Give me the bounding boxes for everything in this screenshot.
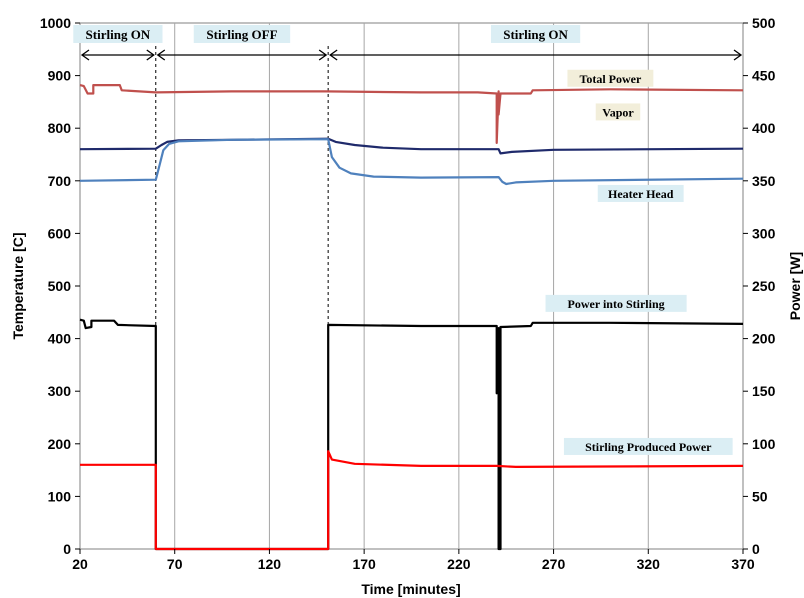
series-line-1	[79, 137, 744, 155]
series-label-box	[595, 103, 641, 121]
phase-label-box	[193, 25, 291, 43]
grid-lines	[174, 23, 649, 549]
series-labels: Total Power Vapor Heater Head Power into St…	[545, 69, 733, 455]
y2-tick-label: 250	[752, 278, 776, 294]
y2-tick-label: 350	[752, 173, 776, 189]
series-label-box	[545, 294, 687, 312]
y-tick-label: 100	[48, 488, 72, 504]
series-line-3	[79, 318, 744, 551]
phase-arrow-head-right	[733, 49, 743, 61]
phase-label: Stirling OFF	[206, 27, 277, 42]
plot-area	[79, 22, 744, 550]
tick-labels: 20 70 120 170 220 270 320 370010020030040050060…	[40, 15, 776, 572]
x-tick-label: 320	[637, 556, 661, 572]
y2-tick-label: 300	[752, 225, 776, 241]
y2-tick-label: 500	[752, 15, 776, 31]
series-label: Vapor	[602, 105, 634, 119]
phase-arrows: Stirling ON Stirling OFF Stirling ON	[73, 25, 743, 61]
phase-label: Stirling ON	[503, 27, 568, 42]
x-tick-label: 370	[731, 556, 755, 572]
x-tick-label: 120	[258, 556, 282, 572]
y-tick-label: 1000	[40, 15, 71, 31]
phase-arrow-head-right	[146, 49, 155, 61]
y-tick-label: 500	[48, 278, 72, 294]
y-tick-label: 200	[48, 436, 72, 452]
series-label-box	[563, 437, 733, 455]
y2-tick-label: 450	[752, 68, 776, 84]
phase-label-box	[490, 25, 581, 43]
series-label: Heater Head	[608, 187, 674, 201]
x-axis-title: Time [minutes]	[361, 581, 460, 597]
phase-label: Stirling ON	[86, 27, 151, 42]
x-tick-label: 70	[167, 556, 183, 572]
y2-axis-title: Power [W]	[787, 252, 803, 320]
series-label-box	[567, 69, 654, 87]
y2-tick-label: 200	[752, 331, 776, 347]
y2-tick-label: 0	[752, 541, 760, 557]
y2-tick-label: 50	[752, 488, 768, 504]
phase-arrow-head-right	[318, 49, 328, 61]
y-tick-label: 600	[48, 225, 72, 241]
y2-tick-label: 150	[752, 383, 776, 399]
y-axis-title: Temperature [C]	[10, 232, 26, 339]
series-line-4	[80, 450, 744, 551]
series-line-0	[79, 83, 744, 144]
series-label: Power into Stirling	[568, 297, 665, 311]
series-label: Total Power	[579, 72, 642, 86]
x-tick-label: 20	[72, 556, 88, 572]
y-tick-label: 900	[48, 68, 72, 84]
x-tick-label: 170	[352, 556, 376, 572]
y-tick-label: 700	[48, 173, 72, 189]
phase-arrow-head-left	[80, 49, 90, 61]
phase-arrow-head-left	[329, 49, 338, 61]
x-tick-label: 270	[542, 556, 566, 572]
x-tick-label: 220	[447, 556, 471, 572]
phase-arrow-head-left	[156, 49, 166, 61]
y-tick-label: 300	[48, 383, 72, 399]
y-tick-label: 800	[48, 120, 72, 136]
y-tick-label: 0	[63, 541, 71, 557]
series-label: Stirling Produced Power	[585, 440, 712, 454]
series-label-box	[597, 184, 684, 202]
phase-label-box	[73, 25, 163, 43]
y2-tick-label: 100	[752, 436, 776, 452]
y-tick-label: 400	[48, 331, 72, 347]
series-line-2	[79, 138, 744, 186]
series-lines	[79, 83, 744, 551]
y2-tick-label: 400	[752, 120, 776, 136]
